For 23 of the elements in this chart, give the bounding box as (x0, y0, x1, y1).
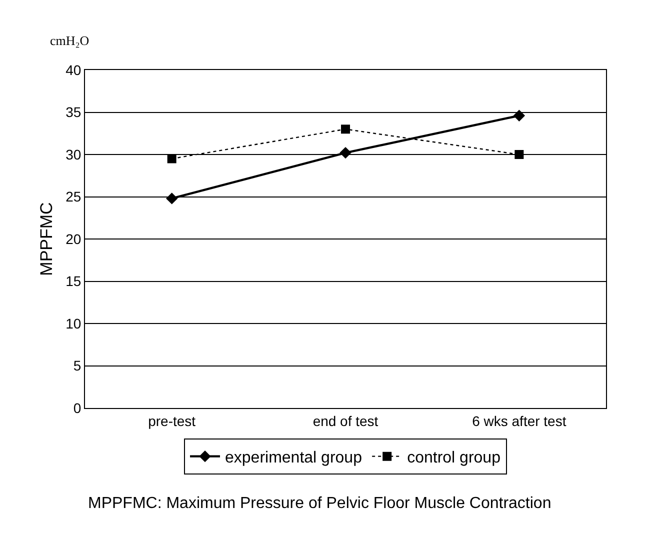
legend-label: control group (407, 450, 501, 467)
text: cmH₂O (50, 33, 90, 48)
y-tick-label: 5 (73, 358, 82, 374)
x-tick-label: pre-test (148, 412, 196, 429)
x-tick-label: 6 wks after test (472, 412, 566, 429)
y-tick-label: 35 (66, 104, 82, 120)
point (167, 154, 176, 164)
y-tick-label: 40 (66, 62, 82, 78)
point (513, 110, 526, 122)
text: MPPFMC: Maximum Pressure of Pelvic Floor Muscle Contraction (88, 495, 552, 512)
x-tick-label: end of test (312, 412, 378, 429)
legend-label: experimental group (225, 450, 362, 467)
point (514, 150, 524, 159)
y-tick-label: 20 (66, 230, 82, 247)
y-tick-label: 30 (66, 146, 82, 162)
y-tick-label: 25 (66, 188, 82, 205)
y-tick-label: 10 (66, 315, 82, 332)
y-tick-label: 15 (66, 273, 82, 290)
y-axis-title: MPPFMC (37, 202, 56, 276)
point (166, 192, 178, 204)
point (340, 146, 352, 159)
point (341, 124, 350, 134)
y-tick-label: 0 (73, 400, 82, 416)
